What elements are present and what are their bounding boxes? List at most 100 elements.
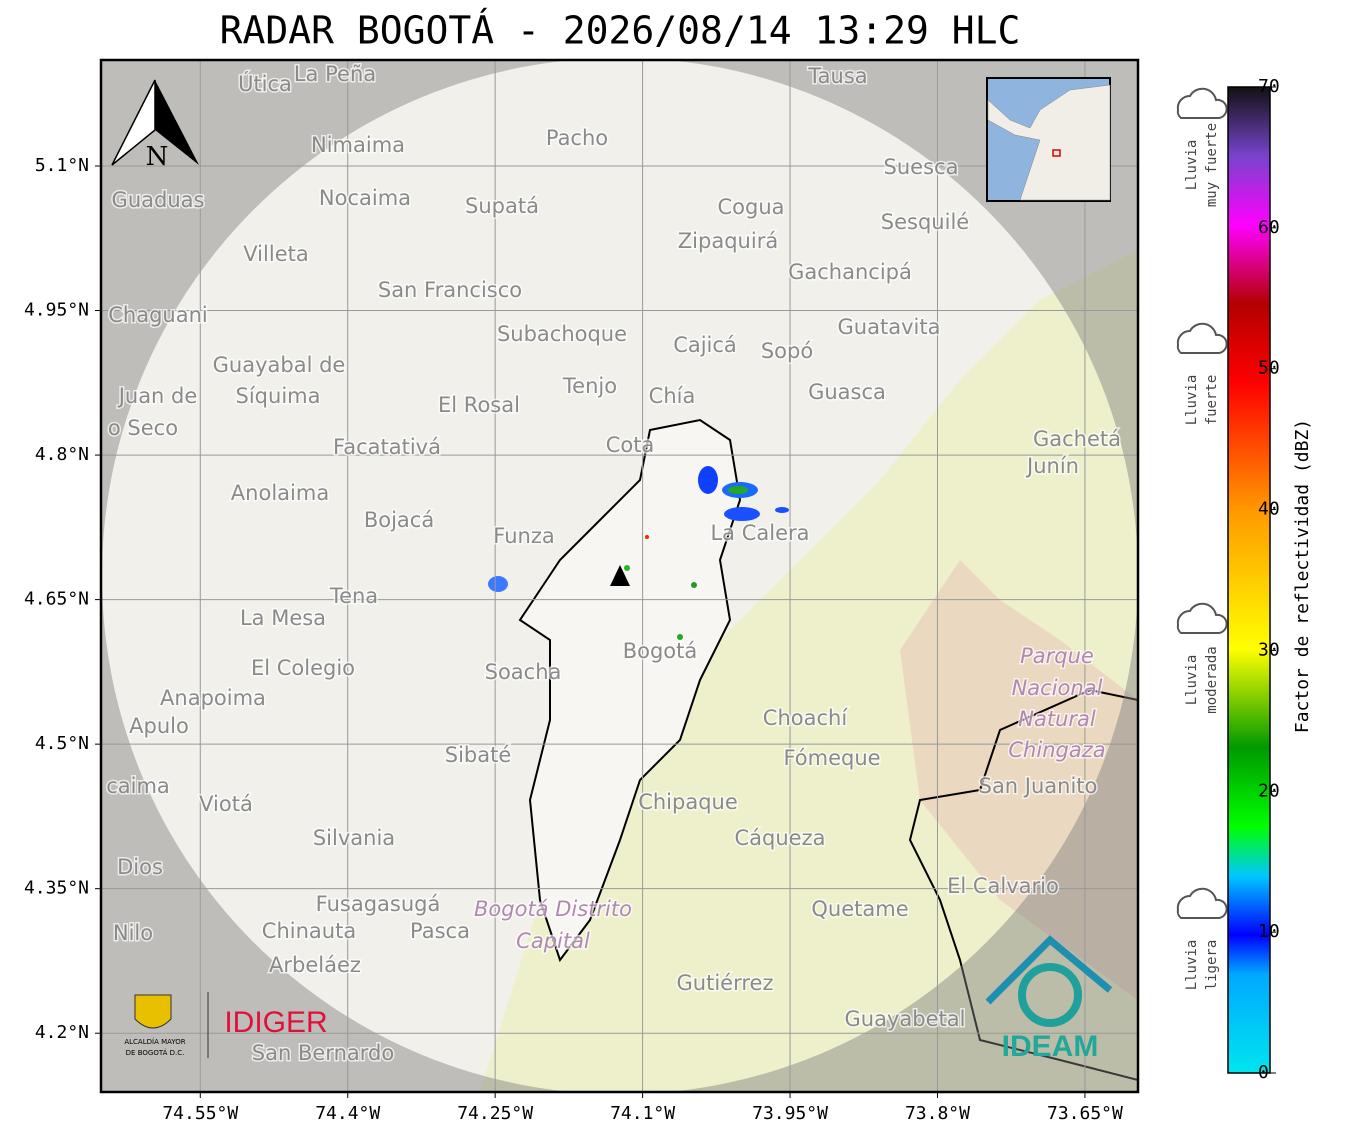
- y-tick-label: 4.35°N: [24, 878, 89, 899]
- radar-site: [610, 565, 630, 586]
- place-label: Sopó: [761, 339, 813, 363]
- place-label: La Calera: [710, 521, 809, 545]
- place-label: Silvania: [313, 826, 395, 850]
- place-label: Capital: [516, 929, 590, 953]
- rain-level-label: moderada: [1204, 646, 1220, 713]
- x-tick-label: 73.95°W: [752, 1103, 828, 1124]
- echo: [728, 486, 748, 494]
- echo: [698, 466, 718, 494]
- north-label: N: [146, 142, 169, 172]
- place-label: Juan de: [117, 384, 198, 408]
- north-arrow-right: [155, 80, 199, 165]
- rain-level-label: Lluvia: [1184, 140, 1200, 191]
- place-label: Pasca: [410, 919, 470, 943]
- colorbar-ticks: 0 10 20 30 40 50 60 70: [1258, 76, 1280, 1083]
- echo: [488, 576, 508, 592]
- alcaldia-line: ALCALDÍA MAYOR: [124, 1037, 185, 1046]
- place-label: Bogotá Distrito: [474, 897, 632, 921]
- place-label: El Colegio: [251, 656, 355, 680]
- alcaldia-line: DE BOGOTÁ D.C.: [126, 1048, 185, 1057]
- place-label: Subachoque: [497, 322, 627, 346]
- place-label: Guasca: [808, 380, 886, 404]
- echo: [724, 507, 760, 521]
- colorbar-tick-label: 0: [1258, 1062, 1269, 1083]
- place-label: Suesca: [884, 155, 959, 179]
- place-label: Sibaté: [445, 743, 512, 767]
- map-frame: [99, 58, 1140, 1094]
- rain-icon: [1176, 87, 1228, 119]
- graticule: [101, 60, 1138, 1092]
- place-label: La Peña: [294, 62, 376, 86]
- y-tick-label: 4.95°N: [24, 300, 89, 321]
- place-label: Bojacá: [364, 508, 434, 532]
- inset-land: [987, 84, 1111, 201]
- place-label: Nocaima: [319, 186, 411, 210]
- place-label: Choachí: [763, 706, 849, 730]
- place-label: La Mesa: [240, 606, 326, 630]
- place-label: San Juanito: [979, 774, 1098, 798]
- logos: ALCALDÍA MAYOR DE BOGOTÁ D.C. IDIGER IDE…: [124, 935, 1113, 1063]
- place-label: Zipaquirá: [678, 229, 778, 253]
- echo: [677, 634, 683, 640]
- north-arrow: N: [111, 79, 199, 172]
- rain-level-label: ligera: [1204, 940, 1220, 991]
- place-label: Gutiérrez: [677, 971, 774, 995]
- colorbar-tick-label: 20: [1258, 780, 1280, 801]
- place-label: Fómeque: [783, 746, 880, 770]
- place-label: Tausa: [807, 64, 867, 88]
- place-label: San Bernardo: [252, 1041, 394, 1065]
- ideam-swirl: [1018, 963, 1082, 1027]
- x-tick-label: 74.55°W: [162, 1103, 238, 1124]
- echo: [645, 535, 649, 539]
- place-label: Dios: [117, 855, 163, 879]
- colorbar-label: Factor de reflectividad (dBZ): [1292, 419, 1313, 733]
- park-area: [900, 560, 1138, 1000]
- place-label: Viotá: [199, 792, 253, 816]
- place-label: Gachancipá: [788, 260, 912, 284]
- place-label: o Seco: [108, 416, 178, 440]
- x-tick-label: 73.65°W: [1047, 1103, 1123, 1124]
- colorbar-tick-label: 50: [1258, 358, 1280, 379]
- place-label: Anapoima: [160, 686, 266, 710]
- place-label: Guaduas: [112, 188, 205, 212]
- x-tick-label: 74.25°W: [457, 1103, 533, 1124]
- y-tick-label: 4.8°N: [35, 444, 89, 465]
- place-label: Natural: [1018, 707, 1096, 731]
- place-label: Síquima: [236, 384, 321, 408]
- place-label: Parque: [1020, 644, 1094, 668]
- terrain: [480, 250, 1138, 1092]
- place-label: Pacho: [546, 126, 608, 150]
- x-tick-label: 74.4°W: [315, 1103, 380, 1124]
- place-label: Guatavita: [838, 315, 941, 339]
- place-label: Arbeláez: [269, 953, 361, 977]
- place-label: Guayabal de: [213, 353, 346, 377]
- x-tick-label: 74.1°W: [610, 1103, 675, 1124]
- place-label: Chipaque: [638, 790, 738, 814]
- idiger-logo: IDIGER: [224, 1006, 327, 1039]
- place-label: Chingaza: [1008, 738, 1105, 762]
- place-label: Villeta: [243, 242, 308, 266]
- rain-icon: [1176, 322, 1228, 354]
- radar-echoes: [488, 466, 789, 640]
- echo: [775, 507, 789, 513]
- place-label: Cogua: [717, 195, 784, 219]
- place-label: Gachetá: [1033, 427, 1121, 451]
- place-label: Fusagasugá: [316, 892, 441, 916]
- y-tick-label: 5.1°N: [35, 155, 89, 176]
- place-label: Cajicá: [673, 333, 737, 357]
- ideam-logo: IDEAM: [1002, 1030, 1099, 1063]
- place-label: Soacha: [485, 660, 562, 684]
- place-label: Sesquilé: [881, 210, 969, 234]
- place-labels: Útica La Peña Tausa Pacho Nimaima Guaduas Noca…: [105, 61, 1123, 1067]
- colorbar-tick-label: 60: [1258, 217, 1280, 238]
- place-label: Cáqueza: [735, 826, 826, 850]
- place-label: Chía: [649, 384, 696, 408]
- place-label: Útica: [238, 71, 292, 96]
- inset-map: [986, 77, 1111, 202]
- bogota-boundary: [518, 418, 742, 963]
- place-label: Apulo: [129, 714, 189, 738]
- colorbar-tick-label: 10: [1258, 921, 1280, 942]
- place-label: Bogotá: [623, 639, 698, 663]
